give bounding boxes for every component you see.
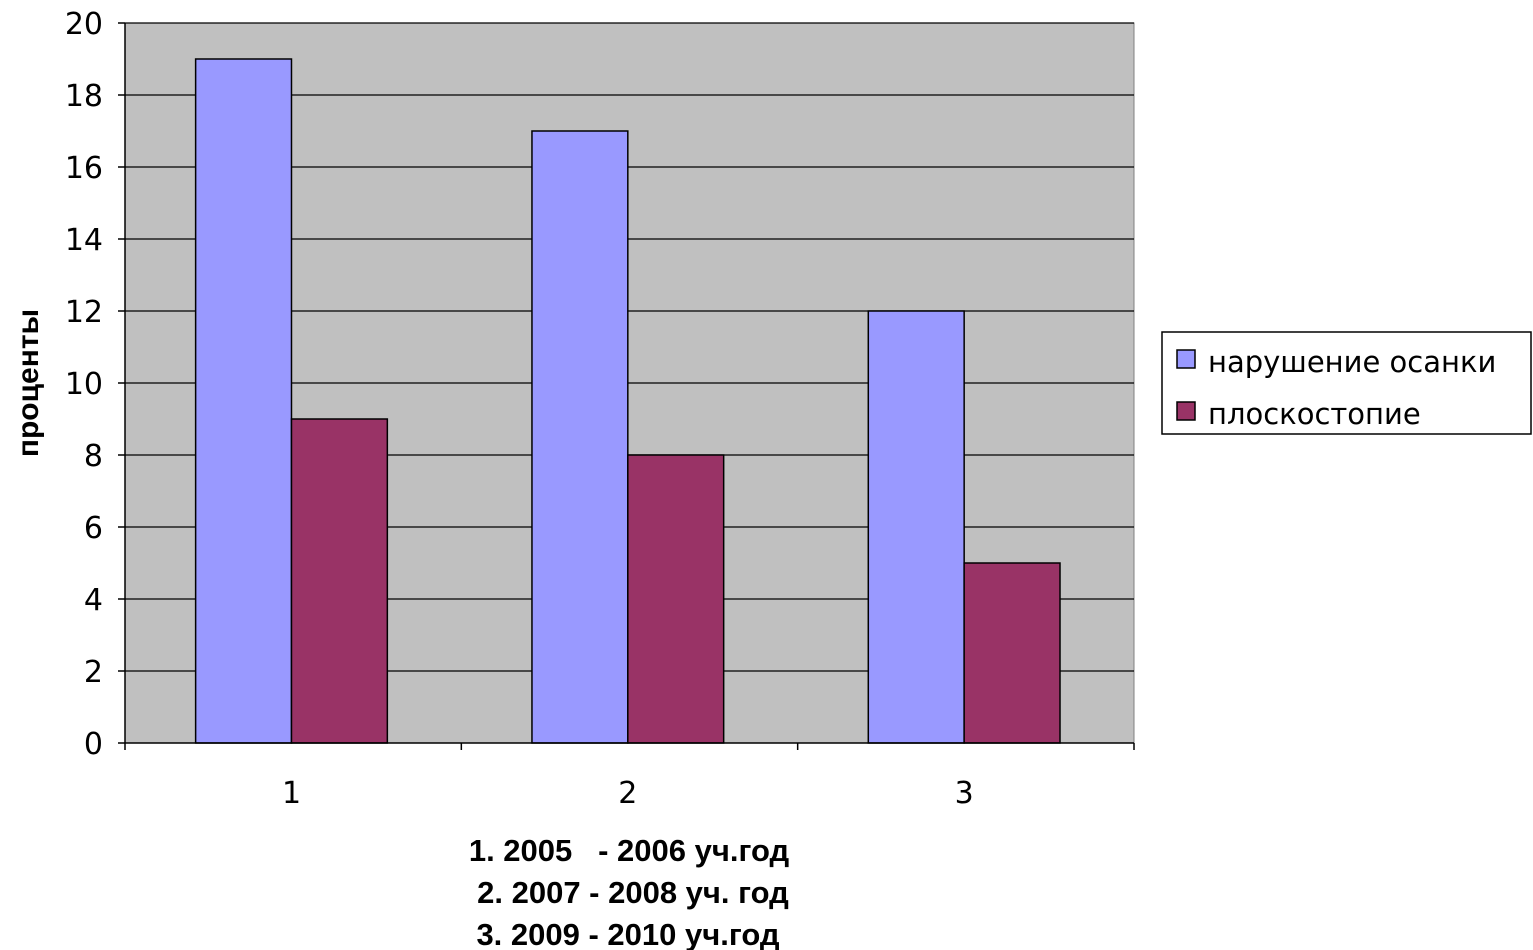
y-tick-label: 6: [84, 511, 103, 546]
bar-1-3: [867, 310, 965, 744]
bar-1-2: [531, 130, 629, 744]
y-tick-label: 16: [65, 151, 103, 186]
legend-swatch-series-1: [1176, 349, 1196, 369]
legend-box: [1161, 331, 1532, 435]
y-axis-label: проценты: [12, 309, 45, 457]
bar-2-2: [627, 454, 725, 744]
y-tick-label: 10: [65, 367, 103, 402]
legend: нарушение осанки плоскостопие: [1161, 331, 1532, 435]
y-tick-label: 0: [84, 727, 103, 762]
y-tick-label: 20: [65, 7, 103, 42]
bar-2-3: [963, 562, 1061, 744]
legend-label-series-2: плоскостопие: [1208, 397, 1421, 431]
x-tick-label: 1: [282, 776, 301, 811]
legend-label-series-1: нарушение осанки: [1208, 345, 1496, 379]
x-axis-label-line-2: 2. 2007 - 2008 уч. год: [477, 875, 789, 910]
x-axis-label: 1. 2005 - 2006 уч.год 2. 2007 - 2008 уч.…: [469, 833, 790, 950]
x-axis-label-line-3: 3. 2009 - 2010 уч.год: [476, 917, 779, 950]
y-tick-label: 14: [65, 223, 103, 258]
y-tick-labels: 0 2 4 6 8 10 12 14 16 18 20: [65, 7, 103, 762]
bar-2-1: [290, 418, 389, 744]
x-axis-label-line-1: 1. 2005 - 2006 уч.год: [469, 833, 790, 868]
bar-1-1: [194, 58, 293, 744]
y-tick-label: 12: [65, 295, 103, 330]
y-tick-label: 8: [84, 439, 103, 474]
y-tick-label: 4: [84, 583, 103, 618]
x-tick-labels: 1 2 3: [282, 776, 974, 811]
axes: [118, 22, 1135, 750]
y-tick-label: 2: [84, 655, 103, 690]
x-tick-label: 2: [618, 776, 637, 811]
y-tick-label: 18: [65, 79, 103, 114]
legend-swatch-series-2: [1176, 401, 1196, 421]
x-tick-label: 3: [955, 776, 974, 811]
